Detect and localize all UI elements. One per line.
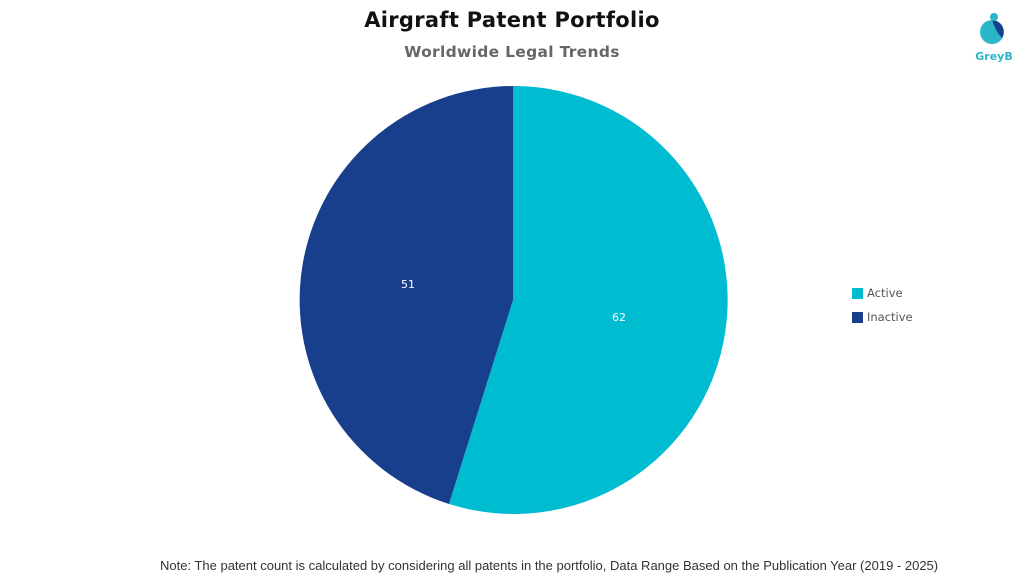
greyb-logo: GreyB (970, 10, 1018, 66)
legend-swatch-inactive (852, 311, 863, 323)
footnote: Note: The patent count is calculated by … (160, 558, 939, 573)
pie-slice-inactive[interactable] (299, 86, 513, 504)
greyb-logo-icon (980, 13, 1004, 44)
chart-title: Airgraft Patent Portfolio (364, 8, 660, 32)
legend-item-active[interactable]: Active (852, 281, 913, 305)
chart-subtitle: Worldwide Legal Trends (404, 43, 620, 61)
legend-swatch-active (852, 287, 863, 299)
legend-item-inactive[interactable]: Inactive (852, 305, 913, 329)
chart-legend: Active Inactive (852, 281, 913, 329)
pie-slice-active[interactable] (449, 85, 728, 514)
greyb-logo-text: GreyB (975, 50, 1013, 63)
legend-label-active: Active (867, 286, 903, 300)
slice-label-inactive: 51 (401, 278, 415, 291)
legend-label-inactive: Inactive (867, 310, 913, 324)
slice-label-active: 62 (612, 311, 626, 324)
